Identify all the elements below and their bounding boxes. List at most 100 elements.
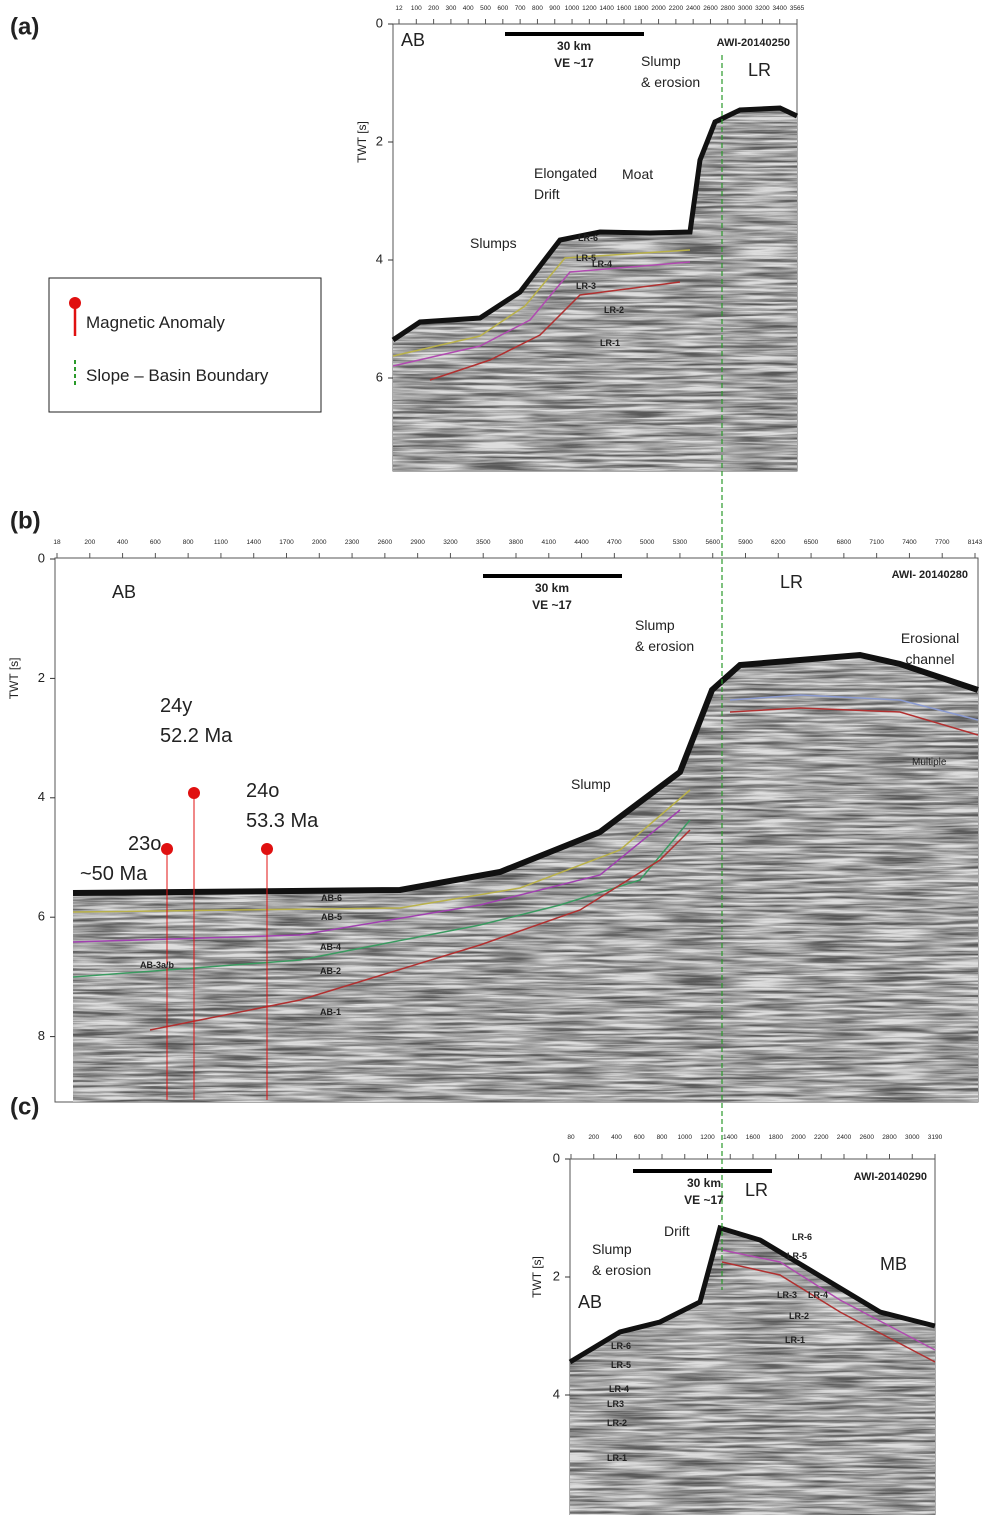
annotation: & erosion xyxy=(635,638,694,654)
shot-tick-label: 400 xyxy=(611,1134,622,1141)
annotation: LR-2 xyxy=(604,305,624,315)
twt-tick-label: 0 xyxy=(376,15,383,30)
axis-label: TWT [s] xyxy=(355,121,369,163)
shot-tick-label: 300 xyxy=(445,5,456,12)
twt-tick-label: 4 xyxy=(376,251,383,266)
shot-tick-label: 200 xyxy=(84,539,95,546)
twt-tick-label: 0 xyxy=(38,550,45,565)
shot-tick-label: 3400 xyxy=(772,5,787,12)
shot-tick-label: 1800 xyxy=(769,1134,784,1141)
shot-tick-label: 1600 xyxy=(746,1134,761,1141)
shot-tick-label: 2600 xyxy=(378,539,393,546)
annotation: Moat xyxy=(622,166,653,182)
scale-bar-label: 30 km xyxy=(557,39,591,53)
shot-tick-label: 1400 xyxy=(599,5,614,12)
shot-tick-label: 2400 xyxy=(837,1134,852,1141)
shot-tick-label: 5300 xyxy=(673,539,688,546)
annotation: AB xyxy=(112,582,136,602)
annotation: LR-5 xyxy=(787,1251,807,1261)
shot-tick-label: 1200 xyxy=(700,1134,715,1141)
shot-tick-label: 2000 xyxy=(312,539,327,546)
legend xyxy=(49,278,321,412)
shot-tick-label: 6200 xyxy=(771,539,786,546)
panel-label: (a) xyxy=(10,13,39,40)
annotation: LR xyxy=(745,1180,768,1200)
annotation: AB-2 xyxy=(320,966,341,976)
annotation: LR-6 xyxy=(578,233,598,243)
shot-tick-label: 2000 xyxy=(791,1134,806,1141)
twt-tick-label: 6 xyxy=(376,369,383,384)
annotation: 53.3 Ma xyxy=(246,810,319,832)
annotation: AB xyxy=(578,1292,602,1312)
annotation: LR-2 xyxy=(607,1418,627,1428)
annotation: AB-5 xyxy=(321,912,342,922)
twt-tick-label: 2 xyxy=(553,1268,560,1283)
shot-tick-label: 400 xyxy=(117,539,128,546)
shot-tick-label: 3500 xyxy=(476,539,491,546)
shot-tick-label: 3000 xyxy=(738,5,753,12)
shot-tick-label: 400 xyxy=(463,5,474,12)
shot-tick-label: 5900 xyxy=(738,539,753,546)
shot-tick-label: 600 xyxy=(497,5,508,12)
shot-tick-label: 5000 xyxy=(640,539,655,546)
shot-tick-label: 12 xyxy=(395,5,403,12)
shot-tick-label: 7700 xyxy=(935,539,950,546)
annotation: Slump xyxy=(635,617,675,633)
shot-tick-label: 1000 xyxy=(678,1134,693,1141)
annotation: LR-1 xyxy=(600,338,620,348)
legend-label: Slope – Basin Boundary xyxy=(86,366,269,385)
annotation: LR3 xyxy=(607,1399,624,1409)
shot-tick-label: 2900 xyxy=(410,539,425,546)
panel-label: (b) xyxy=(10,507,41,534)
annotation: & erosion xyxy=(641,74,700,90)
annotation: LR-4 xyxy=(808,1290,828,1300)
scale-bar-label: 30 km xyxy=(687,1176,721,1190)
annotation: AB xyxy=(401,30,425,50)
shot-tick-label: 7100 xyxy=(869,539,884,546)
shot-tick-label: 1000 xyxy=(565,5,580,12)
shot-tick-label: 2200 xyxy=(669,5,684,12)
annotation: AB-1 xyxy=(320,1007,341,1017)
annotation: 52.2 Ma xyxy=(160,725,233,747)
annotation: LR-6 xyxy=(792,1232,812,1242)
annotation: Drift xyxy=(534,186,560,202)
annotation: AB-4 xyxy=(320,942,341,952)
twt-tick-label: 4 xyxy=(553,1386,560,1401)
scale-bar-label: 30 km xyxy=(535,581,569,595)
annotation: 24o xyxy=(246,780,279,802)
twt-tick-label: 2 xyxy=(376,133,383,148)
twt-tick-label: 0 xyxy=(553,1150,560,1165)
shot-tick-label: 80 xyxy=(567,1134,575,1141)
figure: (a)1210020030040050060070080090010001200… xyxy=(0,0,998,1515)
annotation: & erosion xyxy=(592,1262,651,1278)
profile-id: AWI-20140290 xyxy=(854,1171,927,1183)
shot-tick-label: 4700 xyxy=(607,539,622,546)
shot-tick-label: 8143 xyxy=(968,539,983,546)
annotation: LR-4 xyxy=(592,259,612,269)
legend-label: Magnetic Anomaly xyxy=(86,313,225,332)
shot-tick-label: 1800 xyxy=(634,5,649,12)
shot-tick-label: 3565 xyxy=(790,5,805,12)
annotation: AB-3a/b xyxy=(140,960,175,970)
annotation: LR-3 xyxy=(777,1290,797,1300)
annotation: LR-3 xyxy=(576,281,596,291)
annotation: LR xyxy=(748,60,771,80)
panel-a-image xyxy=(393,24,797,471)
annotation: LR xyxy=(780,572,803,592)
shot-tick-label: 3000 xyxy=(905,1134,920,1141)
annotation: AB-6 xyxy=(321,893,342,903)
shot-tick-label: 2200 xyxy=(814,1134,829,1141)
annotation: ~50 Ma xyxy=(80,863,148,885)
shot-tick-label: 200 xyxy=(428,5,439,12)
twt-tick-label: 8 xyxy=(38,1028,45,1043)
shot-tick-label: 18 xyxy=(53,539,61,546)
annotation: 23o xyxy=(128,833,161,855)
annotation: MB xyxy=(880,1254,907,1274)
shot-tick-label: 500 xyxy=(480,5,491,12)
shot-tick-label: 3200 xyxy=(443,539,458,546)
annotation: Slump xyxy=(571,776,611,792)
profile-id: AWI- 20140280 xyxy=(892,569,968,581)
annotation: LR-5 xyxy=(611,1360,631,1370)
shot-tick-label: 600 xyxy=(634,1134,645,1141)
panel-b-image xyxy=(55,558,978,1102)
